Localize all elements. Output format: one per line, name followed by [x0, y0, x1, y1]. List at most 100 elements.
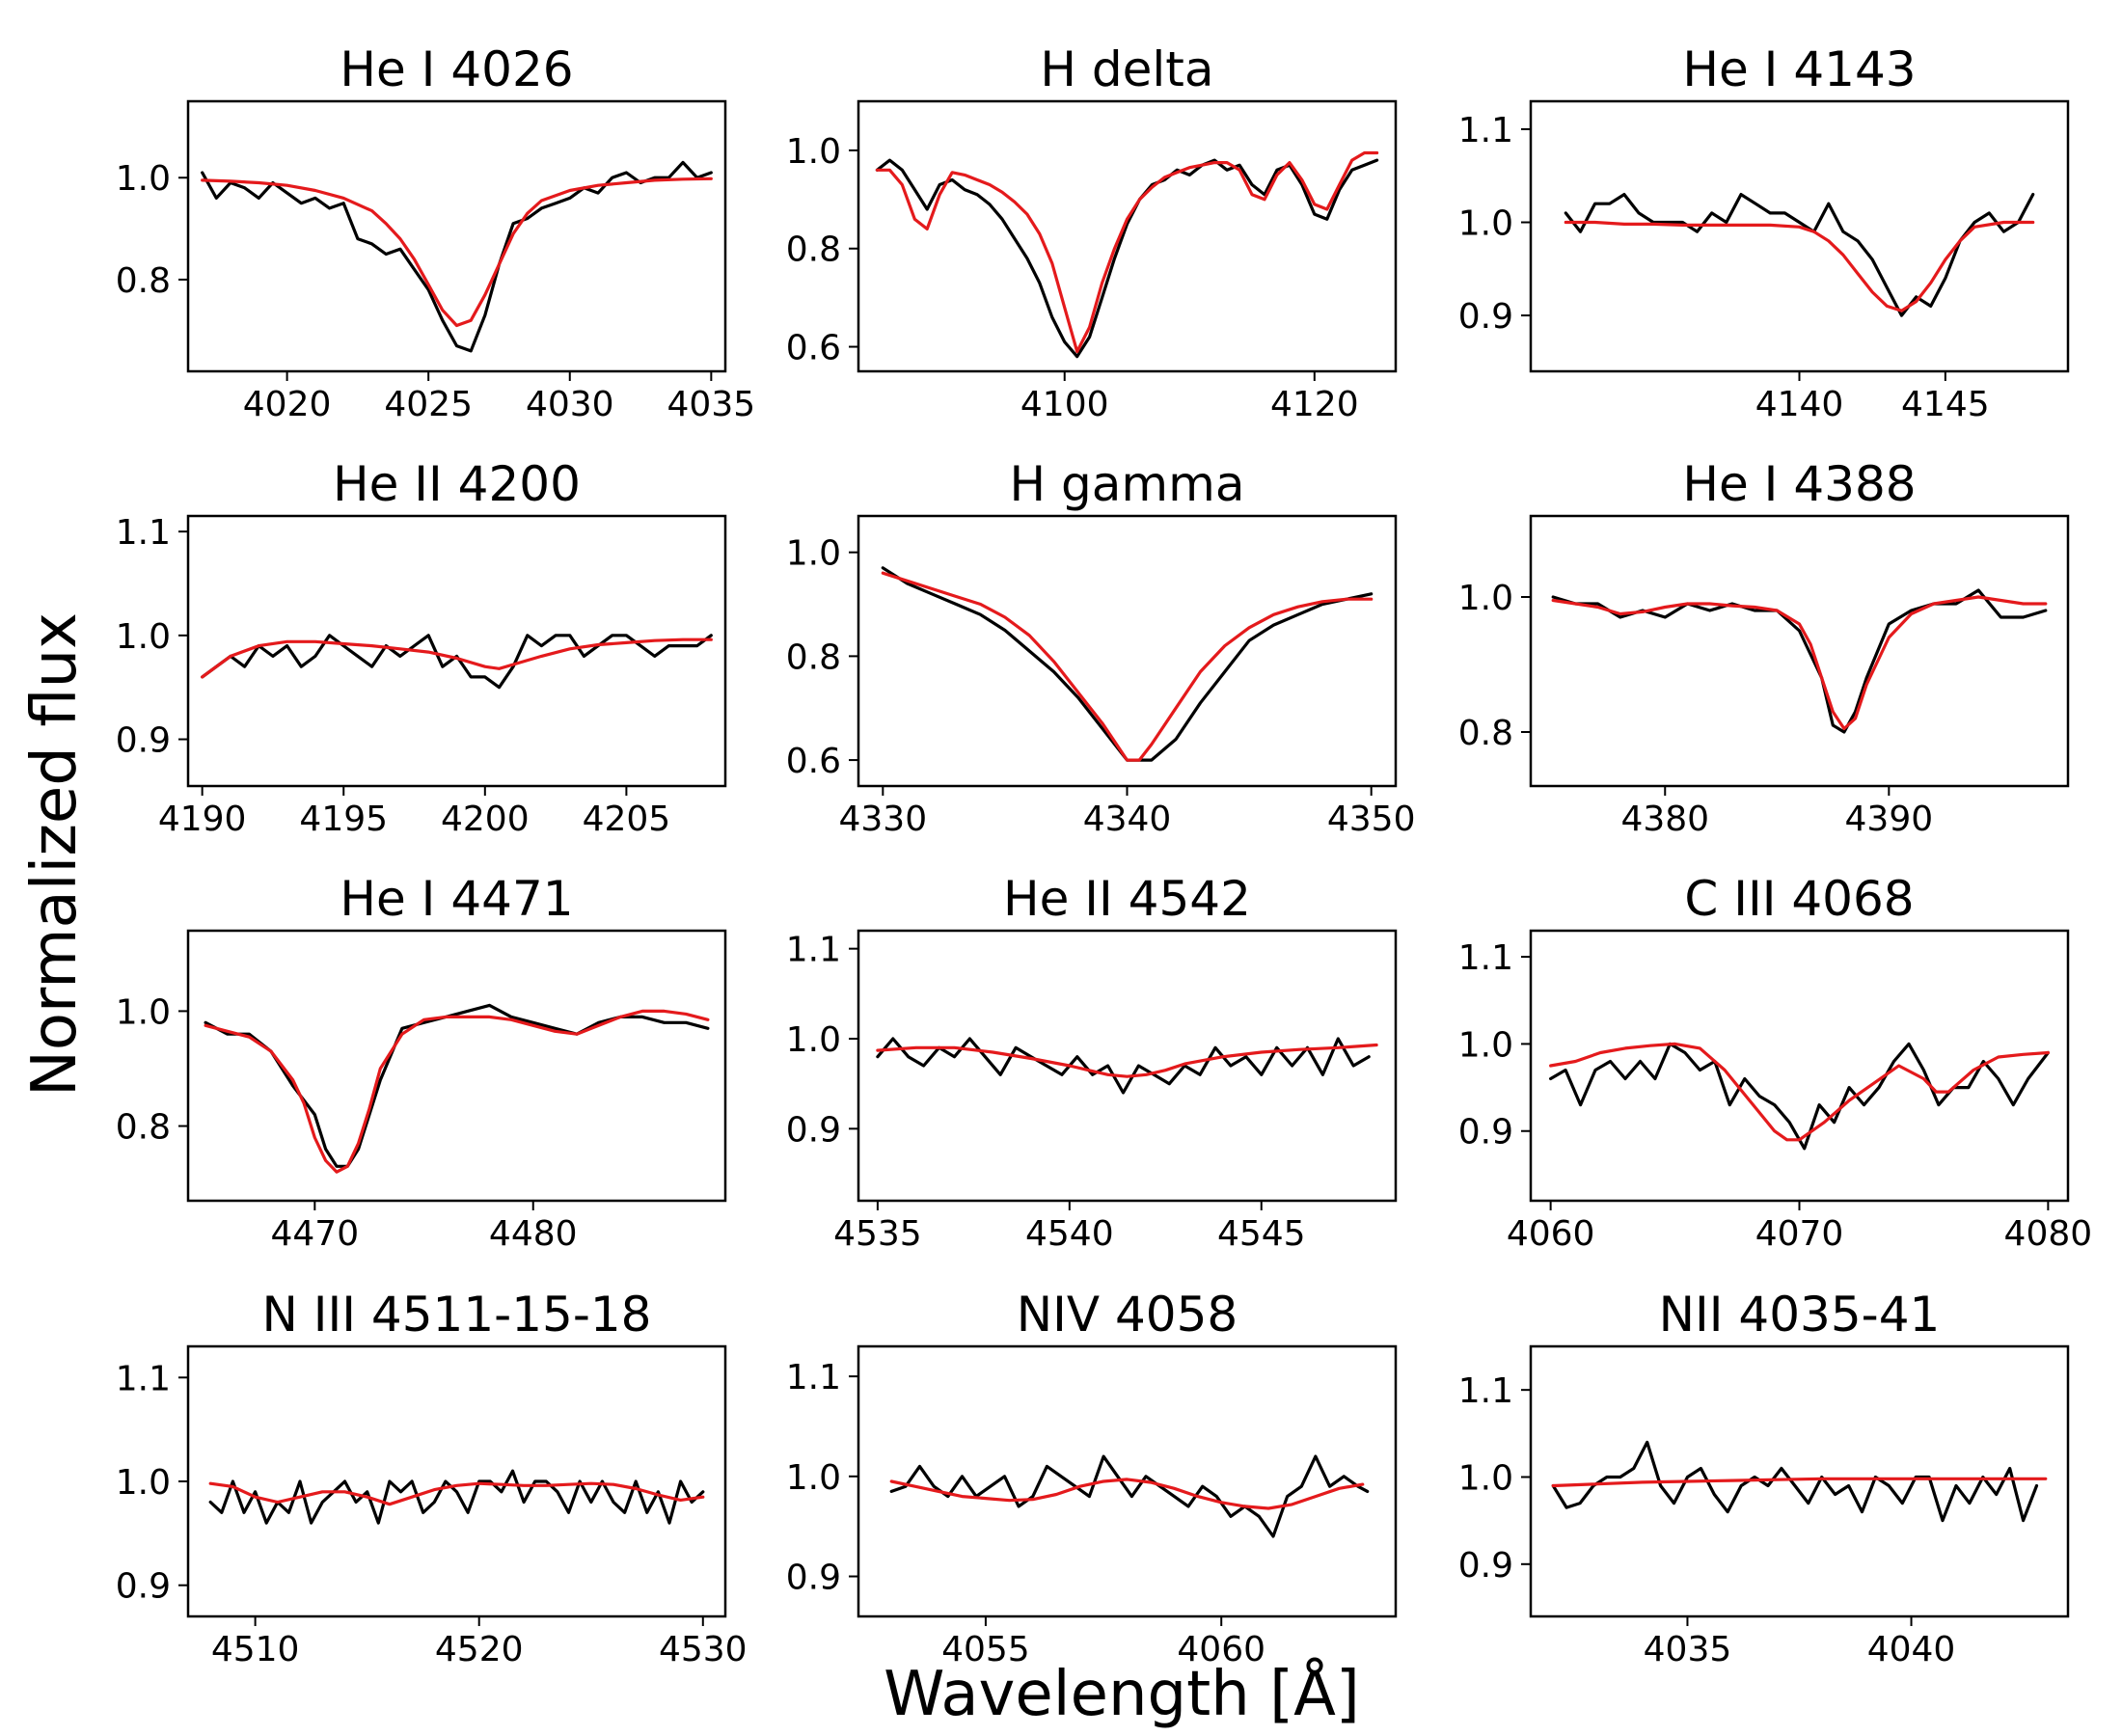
- y-tick-label: 0.9: [786, 1559, 841, 1598]
- x-tick-label: 4100: [1020, 385, 1109, 424]
- axes-frame: [1529, 1344, 2070, 1618]
- y-tick-label: 1.1: [1458, 938, 1513, 978]
- x-tick-label: 4480: [489, 1214, 578, 1254]
- model-series-line: [1564, 220, 2035, 312]
- panel-title: He I 4143: [1682, 41, 1916, 97]
- observed-series-line: [1564, 193, 2035, 317]
- x-axis-label: Wavelength [Å]: [884, 1657, 1360, 1730]
- axes-frame: [186, 929, 727, 1203]
- y-tick-label: 1.1: [116, 1359, 171, 1398]
- y-tick-label: 0.6: [786, 329, 841, 368]
- x-tick-label: 4510: [211, 1630, 300, 1669]
- y-tick-label: 0.9: [1458, 1546, 1513, 1586]
- x-tick-label: 4035: [667, 385, 756, 424]
- panel-9: C III 4068 4060 4070 4080 0.9 1.0 1.1: [1458, 871, 2092, 1254]
- panels-group: He I 4026 4020 4025 4030 4035 0.8 1.0 H delta 41…: [116, 41, 2092, 1669]
- x-tick-label: 4545: [1217, 1214, 1306, 1254]
- x-tick-label: 4530: [659, 1630, 748, 1669]
- y-axis-label: Normalized flux: [19, 612, 91, 1097]
- panel-title: H delta: [1040, 41, 1213, 97]
- panel-7: He I 4471 4470 4480 0.8 1.0: [116, 871, 727, 1254]
- panel-2: H delta 4100 4120 0.6 0.8 1.0: [786, 41, 1398, 424]
- y-tick-label: 0.9: [1458, 297, 1513, 337]
- model-series-line: [889, 1478, 1365, 1510]
- y-tick-label: 1.0: [116, 159, 171, 199]
- axes-frame: [186, 99, 727, 373]
- axes-frame: [186, 514, 727, 788]
- panel-title: He II 4542: [1003, 871, 1251, 927]
- y-tick-label: 0.9: [786, 1110, 841, 1150]
- model-series-line: [201, 176, 713, 328]
- axes-frame: [857, 1344, 1398, 1618]
- y-tick-label: 1.0: [116, 617, 171, 657]
- observed-series-line: [889, 1454, 1370, 1538]
- y-tick-label: 1.0: [1458, 579, 1513, 618]
- x-tick-label: 4195: [299, 800, 388, 839]
- panel-1: He I 4026 4020 4025 4030 4035 0.8 1.0: [116, 41, 755, 424]
- x-tick-label: 4540: [1025, 1214, 1114, 1254]
- observed-series-line: [1551, 1440, 2039, 1523]
- y-tick-label: 1.1: [116, 513, 171, 553]
- panel-10: N III 4511-15-18 4510 4520 4530 0.9 1.0 1.1: [116, 1287, 748, 1669]
- panel-title: He I 4026: [340, 41, 573, 97]
- y-tick-label: 1.1: [786, 931, 841, 970]
- axes-frame: [1529, 514, 2070, 788]
- y-tick-label: 1.0: [1458, 1025, 1513, 1065]
- model-series-line: [875, 150, 1379, 354]
- x-tick-label: 4330: [839, 800, 928, 839]
- y-tick-label: 0.8: [1458, 714, 1513, 753]
- y-tick-label: 1.0: [786, 132, 841, 172]
- panel-title: N III 4511-15-18: [261, 1287, 651, 1343]
- y-tick-label: 1.0: [116, 1463, 171, 1503]
- x-tick-label: 4020: [243, 385, 332, 424]
- x-tick-label: 4145: [1901, 385, 1990, 424]
- panel-title: C III 4068: [1684, 871, 1914, 927]
- panel-3: He I 4143 4140 4145 0.9 1.0 1.1: [1458, 41, 2070, 424]
- x-tick-label: 4080: [2004, 1214, 2093, 1254]
- panel-title: NII 4035-41: [1659, 1287, 1941, 1343]
- x-tick-label: 4535: [833, 1214, 922, 1254]
- y-tick-label: 1.0: [786, 534, 841, 574]
- model-series-line: [1551, 1477, 2048, 1488]
- model-series-line: [876, 1043, 1378, 1078]
- observed-series-line: [876, 1037, 1371, 1095]
- y-tick-label: 0.9: [116, 721, 171, 761]
- panel-11: NIV 4058 4055 4060 0.9 1.0 1.1: [786, 1287, 1398, 1669]
- y-tick-label: 0.8: [116, 1108, 171, 1148]
- observed-series-line: [1548, 1042, 2050, 1151]
- model-series-line: [204, 1009, 710, 1174]
- x-tick-label: 4055: [941, 1630, 1030, 1669]
- x-tick-label: 4190: [158, 800, 247, 839]
- y-tick-label: 1.0: [1458, 204, 1513, 244]
- x-tick-label: 4035: [1644, 1630, 1732, 1669]
- axes-frame: [857, 99, 1398, 373]
- x-tick-label: 4205: [583, 800, 671, 839]
- y-tick-label: 1.0: [116, 992, 171, 1032]
- panel-4: He II 4200 4190 4195 4200 4205 0.9 1.0 1.1: [116, 456, 727, 839]
- y-tick-label: 0.8: [786, 231, 841, 270]
- x-tick-label: 4390: [1845, 800, 1934, 839]
- panel-5: H gamma 4330 4340 4350 0.6 0.8 1.0: [786, 456, 1416, 839]
- y-tick-label: 0.6: [786, 742, 841, 781]
- y-tick-label: 0.8: [786, 637, 841, 677]
- x-tick-label: 4040: [1867, 1630, 1956, 1669]
- panel-title: H gamma: [1010, 456, 1245, 512]
- model-series-line: [208, 1481, 705, 1506]
- model-series-line: [1551, 595, 2048, 731]
- y-tick-label: 1.0: [1458, 1458, 1513, 1498]
- x-tick-label: 4060: [1177, 1630, 1265, 1669]
- model-series-line: [201, 637, 713, 679]
- x-tick-label: 4060: [1507, 1214, 1595, 1254]
- y-tick-label: 1.0: [786, 1020, 841, 1060]
- panel-title: He I 4388: [1682, 456, 1916, 512]
- observed-series-line: [875, 158, 1379, 359]
- y-tick-label: 1.0: [786, 1458, 841, 1498]
- x-tick-label: 4340: [1083, 800, 1172, 839]
- panel-6: He I 4388 4380 4390 0.8 1.0: [1458, 456, 2070, 839]
- observed-series-line: [201, 160, 713, 353]
- panel-title: He I 4471: [340, 871, 573, 927]
- model-series-line: [881, 571, 1374, 762]
- y-tick-label: 1.1: [786, 1358, 841, 1397]
- x-tick-label: 4120: [1270, 385, 1359, 424]
